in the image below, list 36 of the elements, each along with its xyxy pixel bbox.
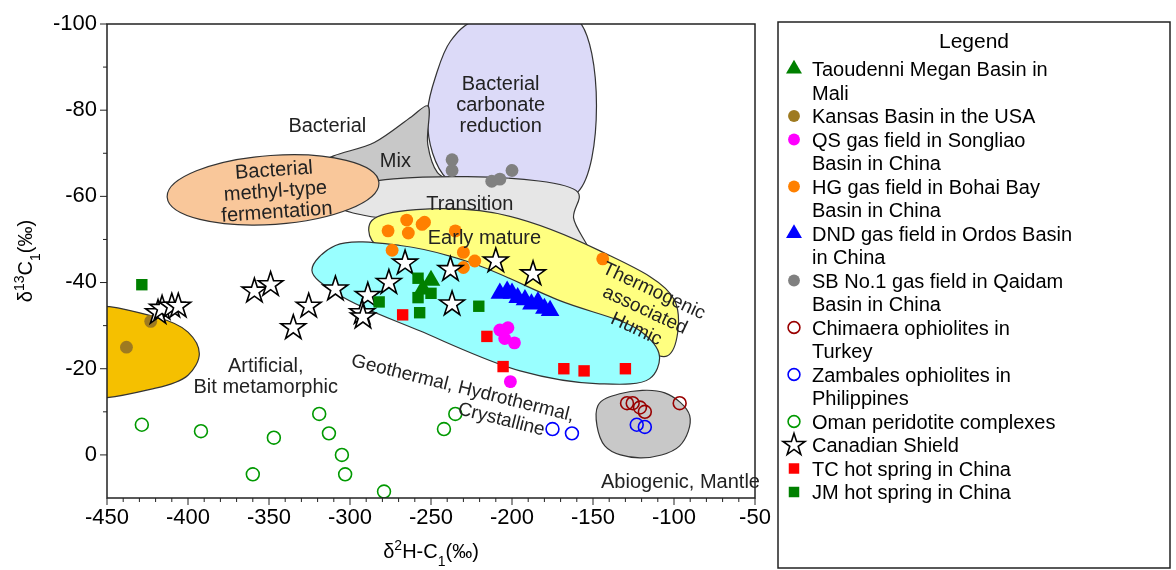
legend-label: Oman peridotite complexes <box>812 410 1056 433</box>
x-tick-label: -400 <box>165 504 211 529</box>
y-tick-label: -100 <box>52 9 97 35</box>
legend-label: Canadian Shield <box>812 434 959 456</box>
annotation: Bacterial <box>288 114 367 137</box>
legend-label: HG gas field in Bohai Bay Basin in China <box>812 175 1040 221</box>
annotation: Early mature <box>427 226 542 249</box>
legend-label: SB No.1 gas field in Qaidam Basin in China <box>812 269 1064 315</box>
x-tick-label: -200 <box>489 504 535 529</box>
legend-label: TC hot spring in China <box>812 457 1012 480</box>
legend-label: JM hot spring in China <box>812 481 1012 503</box>
x-tick-label: -150 <box>570 504 616 529</box>
x-tick-label: -300 <box>327 504 373 529</box>
legend-title: Legend <box>938 29 1010 52</box>
x-tick-label: -100 <box>651 504 697 529</box>
legend-label: Zambales ophiolites in Philippines <box>812 363 1011 409</box>
legend-label: Kansas Basin in the USA <box>812 105 1037 127</box>
y-tick-label: -40 <box>65 268 97 294</box>
x-tick-label: -350 <box>246 504 292 529</box>
annotation: Bacterial methyl-type fermentation <box>220 155 334 227</box>
legend-label: Taoudenni Megan Basin in Mali <box>812 58 1048 104</box>
annotation: Mix <box>379 149 411 172</box>
y-tick-label: -20 <box>65 354 97 380</box>
legend-label: DND gas field in Ordos Basin in China <box>812 222 1073 268</box>
annotation: Bacterial carbonate reduction <box>456 72 546 137</box>
legend-label: QS gas field in Songliao Basin in China <box>812 128 1026 174</box>
y-tick-label: 0 <box>84 440 97 466</box>
y-tick-label: -60 <box>65 182 97 208</box>
y-tick-label: -80 <box>65 95 97 121</box>
annotation: Artificial, Bit metamorphic <box>193 354 339 398</box>
x-tick-label: -50 <box>739 504 771 529</box>
legend-label: Chimaera ophiolites in Turkey <box>812 316 1010 362</box>
x-tick-label: -450 <box>84 504 130 529</box>
annotation: Transition <box>426 192 514 215</box>
x-tick-label: -250 <box>408 504 454 529</box>
x-axis-title: δ$^{2}$H-C$_{1}$(‰) <box>383 537 479 569</box>
